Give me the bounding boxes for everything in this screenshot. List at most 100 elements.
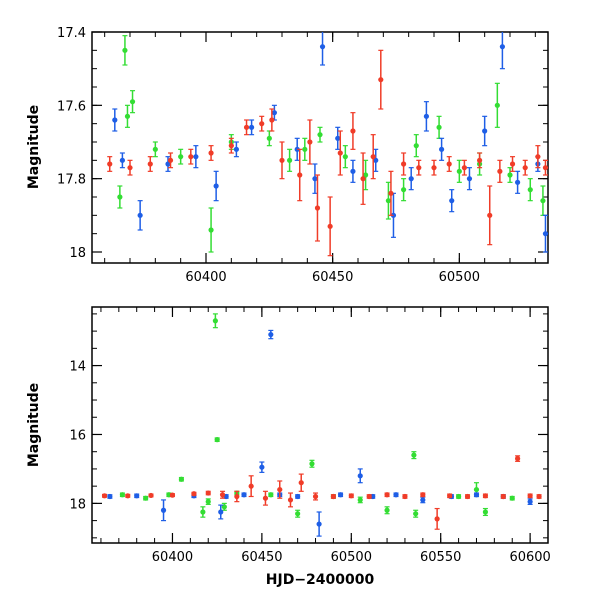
data-point	[266, 135, 272, 141]
x-tick-label: 60400	[185, 270, 226, 285]
data-point	[295, 493, 301, 500]
data-point	[477, 157, 483, 163]
data-point	[269, 117, 275, 123]
data-point	[357, 473, 363, 479]
data-point	[125, 493, 131, 499]
data-point	[294, 146, 300, 152]
data-point	[416, 165, 422, 171]
data-point	[542, 231, 548, 237]
data-point	[527, 187, 533, 193]
data-point	[307, 139, 313, 145]
x-tick-label: 60500	[331, 550, 372, 565]
data-point	[117, 194, 123, 200]
y-tick-label: 14	[69, 360, 86, 375]
top-ticks: 60400 60450 60500 17.4 17.6 17.8 18	[57, 26, 548, 285]
x-tick-label: 60450	[312, 270, 353, 285]
data-point	[536, 493, 542, 500]
data-point	[385, 198, 391, 204]
data-point	[390, 212, 397, 218]
data-point	[350, 168, 356, 174]
data-point	[388, 190, 394, 196]
x-tick-label: 60550	[420, 550, 461, 565]
data-point	[535, 154, 541, 160]
data-point	[208, 150, 214, 156]
data-point	[337, 492, 344, 498]
data-point	[193, 154, 199, 160]
data-point	[148, 492, 154, 499]
top-light-curve-panel: 60400 60450 60500 17.4 17.6 17.8 18 Magnitude	[26, 26, 549, 285]
data-point	[439, 146, 445, 152]
bottom-y-axis-title: Magnitude	[26, 383, 42, 467]
data-point	[259, 464, 265, 470]
data-point	[473, 492, 480, 498]
data-point	[420, 497, 426, 503]
data-point	[497, 168, 503, 174]
data-point	[413, 511, 419, 517]
data-point	[456, 168, 462, 174]
data-point	[348, 493, 354, 499]
data-point	[393, 492, 399, 498]
data-point	[342, 154, 348, 160]
data-point	[188, 154, 194, 160]
data-point	[527, 499, 533, 505]
data-point	[218, 509, 224, 515]
data-point	[152, 146, 158, 152]
data-point	[366, 493, 372, 500]
data-point	[169, 492, 176, 498]
data-point	[119, 157, 125, 163]
data-point	[101, 493, 108, 499]
data-point	[129, 99, 136, 105]
data-point	[165, 161, 171, 167]
data-point	[309, 461, 315, 467]
data-point	[499, 44, 505, 50]
data-point	[228, 143, 234, 149]
data-point	[178, 476, 185, 482]
data-point	[402, 493, 408, 500]
data-point	[494, 102, 500, 108]
data-point	[316, 521, 322, 527]
data-point	[408, 176, 414, 182]
data-point	[219, 492, 226, 498]
data-point	[137, 212, 143, 218]
data-point	[119, 492, 125, 498]
data-point	[500, 493, 506, 500]
data-point	[214, 437, 220, 443]
data-point	[487, 212, 493, 218]
data-point	[271, 110, 277, 116]
data-point	[482, 509, 489, 515]
x-tick-label: 60600	[509, 550, 550, 565]
bottom-plot-frame	[91, 306, 549, 544]
data-point	[327, 223, 333, 229]
data-point	[466, 176, 473, 182]
data-point	[241, 492, 247, 498]
data-point	[527, 493, 533, 499]
data-point	[295, 511, 301, 517]
data-point	[360, 176, 366, 182]
data-point	[542, 165, 548, 171]
data-point	[277, 486, 283, 493]
bottom-x-axis-title: HJD−2400000	[266, 572, 375, 588]
data-point	[287, 157, 293, 163]
data-point	[205, 499, 211, 505]
data-point	[298, 480, 304, 486]
data-point	[473, 486, 480, 493]
data-point	[314, 205, 321, 211]
data-point	[411, 452, 417, 458]
data-point	[446, 161, 452, 167]
data-point	[122, 47, 128, 53]
data-point	[423, 113, 429, 119]
data-point	[370, 154, 376, 160]
data-point	[319, 44, 326, 50]
data-point	[167, 157, 174, 163]
top-data-marks	[107, 32, 548, 257]
data-point	[160, 507, 167, 513]
y-tick-label: 18	[69, 246, 86, 261]
data-point	[401, 187, 407, 193]
data-point	[317, 132, 323, 138]
data-point	[357, 497, 363, 503]
bottom-data-marks	[101, 313, 542, 537]
data-point	[447, 493, 453, 499]
data-point	[127, 165, 133, 171]
data-point	[248, 483, 254, 489]
